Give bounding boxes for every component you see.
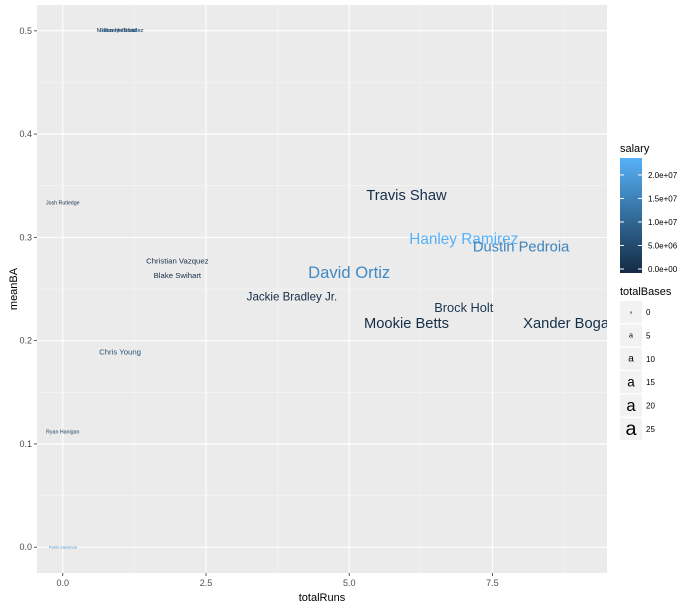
size-key-box — [620, 324, 642, 347]
size-key-label: 10 — [646, 355, 655, 364]
point-label: Hanley Ramirez — [409, 231, 518, 248]
size-key-box — [620, 301, 642, 323]
colorbar-label: 5.0e+06 — [648, 241, 678, 250]
size-key-box — [620, 418, 642, 440]
point-label: Rusney Castillo — [100, 28, 142, 34]
minor-gridlines — [37, 5, 607, 573]
size-key-label: 5 — [646, 331, 651, 340]
y-tick-label: 0.3 — [19, 232, 32, 242]
size-key-glyph: a — [627, 375, 635, 390]
size-key-glyph: a — [629, 331, 633, 339]
legend-salary-ticks: 0.0e+00 5.0e+06 1.0e+07 1.5e+07 2.0e+07 — [620, 171, 678, 274]
x-tick-label: 0.0 — [57, 578, 70, 588]
y-axis-ticks: 0.0 0.1 0.2 0.3 0.4 0.5 — [19, 26, 37, 552]
legend-totalbases-keys: a 0 a 5 a 10 a 15 a 20 a 25 — [620, 301, 655, 440]
y-axis-title: meanBA — [8, 267, 20, 310]
point-label: Roenis Elias — [104, 28, 137, 34]
major-gridlines — [37, 5, 607, 573]
colorbar-label: 1.5e+07 — [648, 194, 678, 203]
legend-totalbases-title: totalBases — [620, 286, 672, 298]
size-key-glyph: a — [630, 310, 633, 315]
legend-salary-title: salary — [620, 143, 650, 155]
size-key-label: 0 — [646, 308, 651, 317]
point-label: Christian Vazquez — [146, 257, 209, 266]
x-tick-label: 5.0 — [343, 578, 356, 588]
point-label: Blake Swihart — [154, 271, 202, 280]
point-label: Xander Bogaerts — [523, 316, 633, 332]
size-key-box — [620, 347, 642, 370]
point-label: Dustin Pedroia — [473, 240, 570, 256]
x-tick-label: 7.5 — [486, 578, 499, 588]
y-tick-label: 0.0 — [19, 542, 32, 552]
size-key-box — [620, 394, 642, 417]
point-label: Marco Hernandez — [97, 28, 144, 34]
x-tick-label: 2.5 — [200, 578, 213, 588]
x-axis-ticks: 0.0 2.5 5.0 7.5 — [57, 573, 499, 588]
y-tick-label: 0.1 — [19, 439, 32, 449]
colorbar-label: 1.0e+07 — [648, 218, 678, 227]
size-key-glyph: a — [628, 353, 634, 364]
point-label: Chris Young — [99, 347, 141, 356]
y-tick-label: 0.4 — [19, 129, 32, 139]
point-label: Josh Rutledge — [46, 200, 80, 206]
size-key-box — [620, 371, 642, 394]
legend-salary-colorbar — [620, 158, 642, 273]
y-tick-label: 0.5 — [19, 26, 32, 36]
colorbar-label: 0.0e+00 — [648, 265, 678, 274]
size-key-glyph: a — [626, 418, 637, 440]
point-label: Travis Shaw — [366, 188, 447, 204]
legend-salary: salary 0.0e+00 5.0e+06 1.0e+07 1.5e+07 2.0e+… — [620, 143, 678, 274]
point-label: Mookie Betts — [364, 316, 449, 332]
point-label: Jackie Bradley Jr. — [247, 291, 338, 303]
y-tick-label: 0.2 — [19, 336, 32, 346]
colorbar-label: 2.0e+07 — [648, 171, 678, 180]
point-label: Pablo Sandoval — [49, 545, 77, 550]
point-label: Brock Holt — [434, 300, 494, 315]
point-label: Ryan Hanigan — [46, 430, 79, 436]
size-key-label: 25 — [646, 425, 655, 434]
legend-totalbases: totalBases a 0 a 5 a 10 a 15 a 20 a 25 — [620, 286, 672, 440]
x-axis-title: totalRuns — [299, 592, 346, 604]
size-key-glyph: a — [626, 396, 636, 415]
size-key-label: 20 — [646, 402, 655, 411]
point-label: David Ortiz — [308, 263, 390, 282]
size-key-label: 15 — [646, 378, 655, 387]
